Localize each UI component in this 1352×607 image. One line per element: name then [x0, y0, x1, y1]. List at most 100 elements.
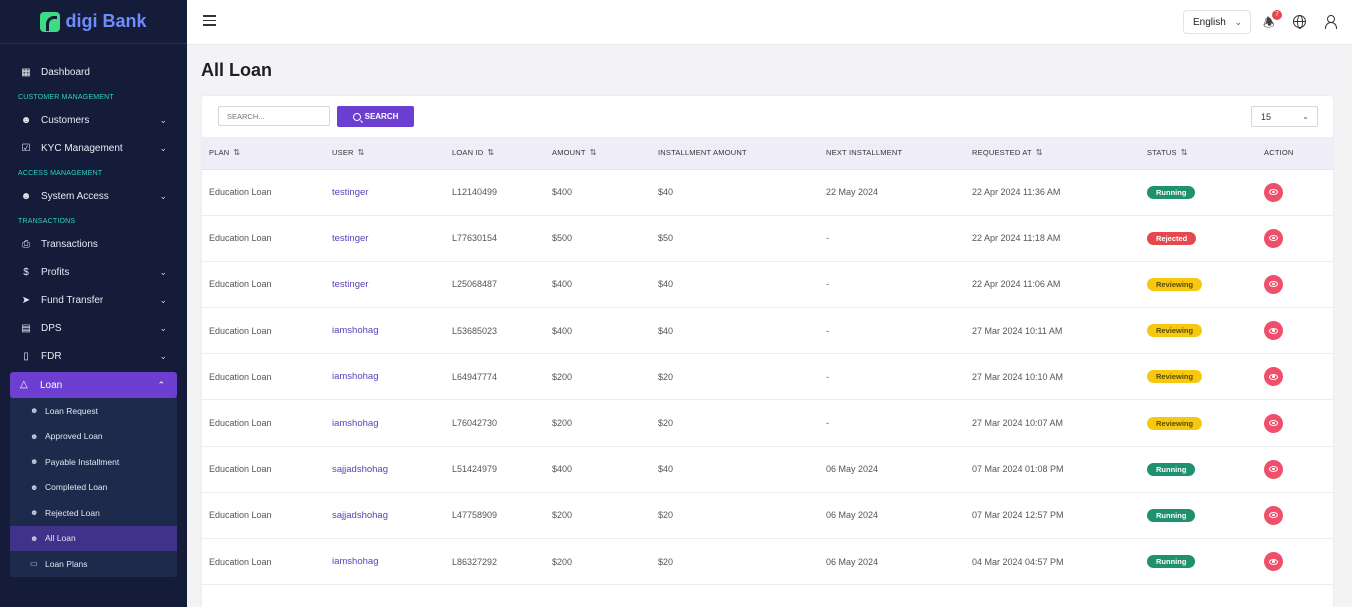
cell-user-link[interactable]: sajjadshohag — [332, 509, 388, 521]
cell-user-link[interactable]: iamshohag — [332, 556, 379, 568]
sidebar-subitem-label: Loan Plans — [45, 558, 88, 569]
sidebar-subitem-loan-plans[interactable]: ▭ Loan Plans — [10, 551, 177, 577]
sidebar-item-dps[interactable]: ▤ DPS ⌄ — [0, 314, 187, 342]
col-user[interactable]: USER ⇅ — [332, 137, 452, 170]
brand-name: digi Bank — [65, 11, 147, 31]
cell-loan-id: L53685023 — [452, 325, 498, 336]
loan-table: PLAN ⇅ USER ⇅ LOAN ID ⇅ AMOUNT ⇅ INSTALLMENT… — [202, 137, 1333, 585]
sidebar-subitem-label: Loan Request — [45, 405, 98, 416]
cell-installment: $20 — [658, 371, 674, 382]
col-action: ACTION — [1264, 137, 1333, 170]
table-row: Education Loan iamshohag L86327292 $200 $20 0… — [202, 539, 1333, 585]
eye-icon — [1269, 189, 1278, 196]
cell-action — [1264, 446, 1333, 492]
cell-loan-id: L86327292 — [452, 556, 498, 567]
view-button[interactable] — [1264, 182, 1283, 202]
cell-amount: $400 — [552, 279, 573, 290]
table-row: Education Loan sajjadshohag L51424979 $400 $… — [202, 446, 1333, 493]
eye-icon — [1269, 327, 1278, 334]
sidebar-item-profits[interactable]: $ Profits ⌄ — [0, 258, 187, 286]
sidebar-item-fund-transfer[interactable]: ➤ Fund Transfer ⌄ — [0, 286, 187, 314]
sidebar-nav: ▦ Dashboard CUSTOMER MANAGEMENT ☻ Custom… — [0, 44, 187, 577]
cell-plan: Education Loan — [209, 325, 272, 336]
sidebar-subitem-label: Completed Loan — [45, 482, 108, 493]
col-plan[interactable]: PLAN ⇅ — [202, 137, 332, 170]
view-button[interactable] — [1264, 228, 1283, 248]
sidebar-item-dashboard[interactable]: ▦ Dashboard — [0, 58, 187, 86]
sidebar-subitem-label: Approved Loan — [45, 431, 103, 442]
language-select[interactable]: English ⌄ — [1183, 10, 1251, 34]
sort-icon: ⇅ — [357, 148, 365, 158]
sidebar-subitem-completed-loan[interactable]: ☻ Completed Loan — [10, 475, 177, 501]
view-button[interactable] — [1264, 459, 1283, 479]
view-button[interactable] — [1264, 321, 1283, 341]
view-button[interactable] — [1264, 367, 1283, 387]
cell-requested-at: 27 Mar 2024 10:11 AM — [972, 325, 1063, 336]
cell-user-link[interactable]: testinger — [332, 186, 369, 198]
bell-icon[interactable]: 🕭 — [1263, 15, 1275, 30]
cell-action — [1264, 261, 1333, 307]
col-status[interactable]: STATUS ⇅ — [1147, 137, 1264, 170]
cell-plan: Education Loan — [209, 279, 272, 290]
sidebar-subitem-label: Rejected Loan — [45, 507, 100, 518]
sidebar-item-loan[interactable]: △ Loan ⌃ — [10, 372, 177, 398]
check-square-icon: ☑ — [21, 142, 31, 154]
chevron-down-icon: ⌄ — [159, 266, 167, 277]
brand-logo[interactable]: digi Bank — [0, 0, 187, 44]
col-requested-at[interactable]: REQUESTED AT ⇅ — [972, 137, 1147, 170]
cell-user-link[interactable]: iamshohag — [332, 371, 379, 383]
view-button[interactable] — [1264, 274, 1283, 294]
globe-icon[interactable] — [1293, 15, 1306, 29]
sidebar-item-label: System Access — [41, 190, 109, 202]
table-row: Education Loan iamshohag L64947774 $200 $20 -… — [202, 354, 1333, 400]
cell-next-installment: 06 May 2024 — [826, 464, 879, 475]
search-input[interactable] — [218, 106, 330, 126]
sidebar-subitem-rejected-loan[interactable]: ☻ Rejected Loan — [10, 500, 177, 526]
menu-toggle-icon[interactable] — [203, 15, 216, 27]
col-loan-id[interactable]: LOAN ID ⇅ — [452, 137, 552, 170]
loan-table-card: SEARCH 15 ⌄ PLAN⇅ USER⇅ LOAN ID⇅ AMOUNT⇅… — [201, 95, 1334, 607]
sidebar-item-kyc[interactable]: ☑ KYC Management ⌄ — [0, 134, 187, 162]
col-action-label: ACTION — [1264, 148, 1294, 158]
view-button[interactable] — [1264, 505, 1283, 525]
sidebar-item-system-access[interactable]: ☻ System Access ⌄ — [0, 182, 187, 210]
cell-status: Running — [1147, 169, 1264, 215]
col-amount[interactable]: AMOUNT ⇅ — [552, 137, 658, 170]
sidebar-subitem-loan-request[interactable]: ☻ Loan Request — [10, 398, 177, 424]
cell-user-link[interactable]: testinger — [332, 278, 369, 290]
view-button[interactable] — [1264, 552, 1283, 572]
sidebar-subitem-payable-installment[interactable]: ☻ Payable Installment — [10, 449, 177, 475]
book-icon: ▯ — [23, 350, 29, 362]
cell-status: Running — [1147, 446, 1264, 492]
cell-user-link[interactable]: sajjadshohag — [332, 463, 388, 475]
users-icon: ☻ — [20, 190, 32, 202]
cell-user-link[interactable]: iamshohag — [332, 325, 379, 337]
sidebar-subitem-approved-loan[interactable]: ☻ Approved Loan — [10, 424, 177, 450]
status-badge: Reviewing — [1147, 277, 1203, 291]
cell-plan: Education Loan — [209, 556, 272, 567]
cell-plan: Education Loan — [209, 187, 272, 198]
page-title: All Loan — [201, 60, 272, 80]
chevron-down-icon: ⌄ — [159, 114, 167, 125]
cell-user-link[interactable]: iamshohag — [332, 417, 379, 429]
col-plan-label: PLAN — [209, 148, 230, 158]
search-button[interactable]: SEARCH — [337, 106, 414, 127]
sidebar-subitem-all-loan[interactable]: ☻ All Loan — [10, 525, 177, 551]
chevron-down-icon: ⌄ — [159, 294, 167, 305]
sidebar-item-fdr[interactable]: ▯ FDR ⌄ — [0, 342, 187, 370]
cell-status: Running — [1147, 539, 1264, 585]
sidebar-item-customers[interactable]: ☻ Customers ⌄ — [0, 106, 187, 134]
sidebar-item-transactions[interactable]: ⎙ Transactions — [0, 230, 187, 258]
cell-installment: $20 — [658, 510, 674, 521]
sidebar-item-label: Customers — [41, 114, 90, 126]
user-icon[interactable] — [1324, 15, 1337, 29]
per-page-select[interactable]: 15 ⌄ — [1251, 106, 1318, 127]
eye-icon — [1269, 373, 1278, 380]
view-button[interactable] — [1264, 413, 1283, 433]
archive-icon: ▤ — [21, 322, 31, 334]
cell-user-link[interactable]: testinger — [332, 232, 369, 244]
sidebar: digi Bank ▦ Dashboard CUSTOMER MANAGEMEN… — [0, 0, 187, 607]
cell-amount: $200 — [552, 418, 573, 429]
cell-next-installment: 22 May 2024 — [826, 187, 879, 198]
sidebar-item-label: Dashboard — [41, 66, 90, 78]
